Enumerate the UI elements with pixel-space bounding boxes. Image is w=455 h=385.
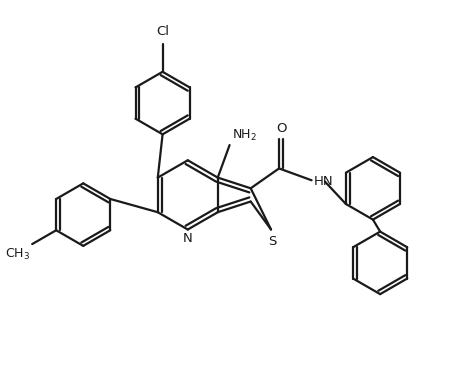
- Text: Cl: Cl: [156, 25, 169, 38]
- Text: CH$_3$: CH$_3$: [5, 246, 30, 261]
- Text: S: S: [267, 235, 276, 248]
- Text: O: O: [276, 122, 286, 135]
- Text: NH$_2$: NH$_2$: [232, 127, 257, 143]
- Text: HN: HN: [313, 175, 333, 188]
- Text: N: N: [182, 232, 192, 245]
